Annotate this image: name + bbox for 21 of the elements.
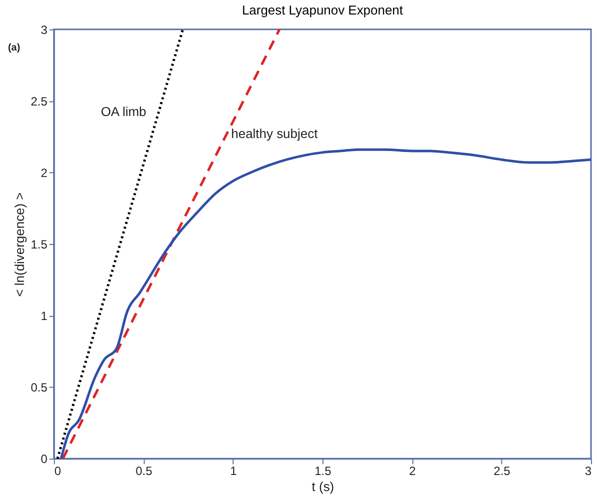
y-tick-label: 2.5	[30, 94, 48, 108]
y-tick-label: 1	[40, 309, 48, 324]
y-tick-label: 2	[40, 166, 48, 180]
text: (a)	[8, 42, 20, 54]
y-tick-label: 3	[40, 22, 48, 37]
x-tick-label: 0.5	[136, 464, 153, 478]
x-tick-label: 1	[230, 464, 238, 478]
y-tick-label: 0.5	[30, 380, 48, 395]
x-tick-label: 3	[584, 464, 592, 478]
y-tick-label: 0	[40, 452, 48, 466]
y-tick-label: 1.5	[30, 238, 48, 252]
x-tick-label: 2	[409, 464, 416, 478]
chart-title: Largest Lyapunov Exponent	[242, 2, 404, 18]
y-axis-title: < ln(divergence) >	[12, 192, 27, 297]
x-axis-title: t (s)	[312, 479, 334, 494]
line-series	[60, 148, 592, 460]
x-tick-label: 2.5	[494, 464, 511, 478]
annotation: OA limb	[100, 104, 146, 120]
x-tick-label: 0	[54, 464, 62, 478]
x-tick-label: 1.5	[314, 464, 332, 478]
annotation: healthy subject	[231, 126, 318, 141]
